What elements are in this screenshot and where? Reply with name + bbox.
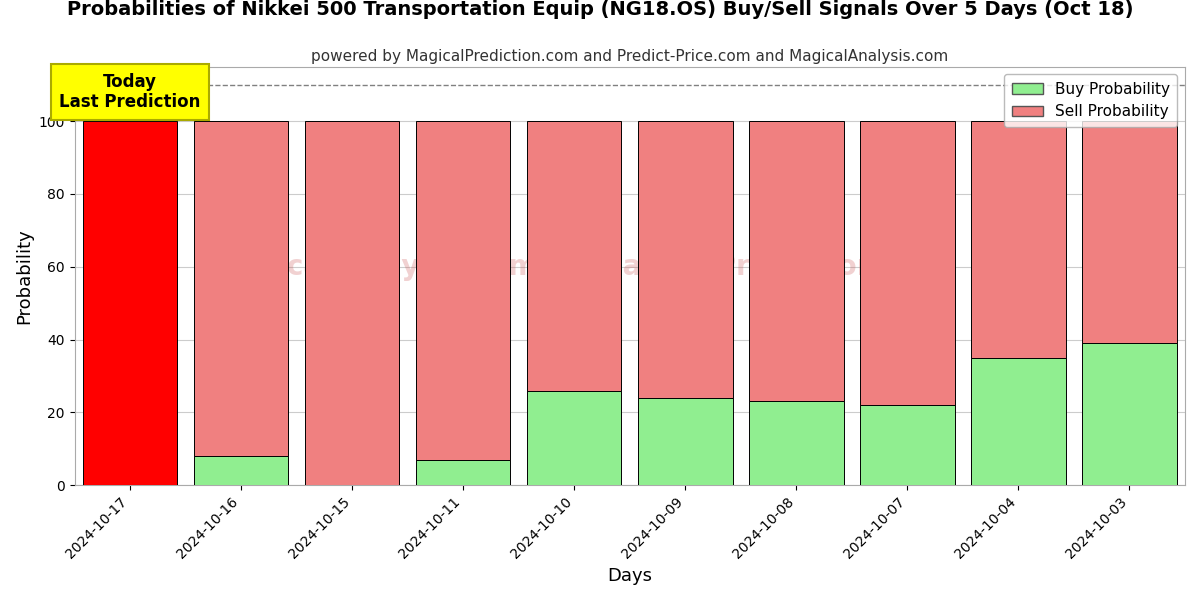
X-axis label: Days: Days — [607, 567, 653, 585]
Text: MagicalAnalysis.com: MagicalAnalysis.com — [211, 253, 538, 281]
Bar — [749, 401, 844, 485]
Y-axis label: Probability: Probability — [16, 228, 34, 324]
Bar — [638, 121, 732, 398]
Text: Today
Last Prediction: Today Last Prediction — [60, 73, 200, 112]
Bar — [527, 121, 622, 391]
Text: MagicalPrediction.com: MagicalPrediction.com — [596, 253, 953, 281]
Bar — [416, 121, 510, 460]
Bar — [194, 121, 288, 456]
Bar — [860, 121, 955, 405]
Bar — [527, 391, 622, 485]
Bar — [860, 405, 955, 485]
Text: Probabilities of Nikkei 500 Transportation Equip (NG18.OS) Buy/Sell Signals Over: Probabilities of Nikkei 500 Transportati… — [67, 0, 1133, 19]
Bar — [416, 460, 510, 485]
Bar — [305, 121, 400, 485]
Bar — [971, 358, 1066, 485]
Bar — [971, 121, 1066, 358]
Bar — [1082, 121, 1177, 343]
Legend: Buy Probability, Sell Probability: Buy Probability, Sell Probability — [1004, 74, 1177, 127]
Title: powered by MagicalPrediction.com and Predict-Price.com and MagicalAnalysis.com: powered by MagicalPrediction.com and Pre… — [311, 49, 948, 64]
Bar — [1082, 343, 1177, 485]
Bar — [83, 121, 178, 485]
Bar — [638, 398, 732, 485]
Bar — [749, 121, 844, 401]
Bar — [194, 456, 288, 485]
